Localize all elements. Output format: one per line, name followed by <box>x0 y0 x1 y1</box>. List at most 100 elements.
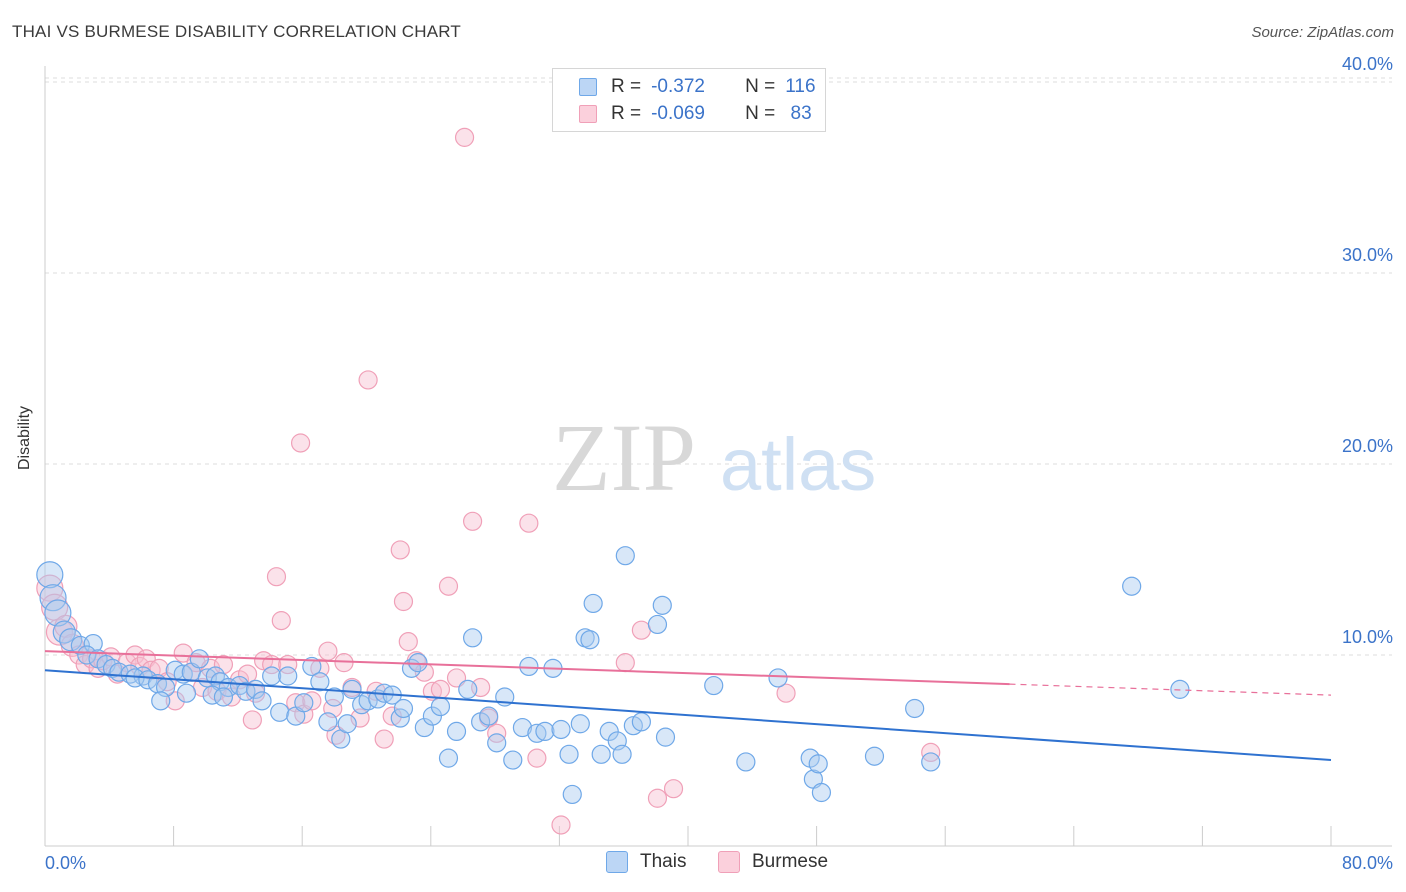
burmese-point <box>462 511 483 531</box>
thais-points <box>36 546 1190 805</box>
n-value: 116 <box>785 76 816 97</box>
thais-point <box>59 628 83 652</box>
thais-point <box>527 723 547 743</box>
n-label: N = <box>745 76 776 97</box>
burmese-point <box>318 641 338 661</box>
thais-point <box>591 744 611 764</box>
thais-point <box>294 693 314 713</box>
watermark-zip: ZIP <box>552 404 696 511</box>
legend-label-burmese: Burmese <box>752 851 829 872</box>
thais-point <box>342 679 362 699</box>
thais-point <box>213 687 234 707</box>
burmese-point <box>382 706 402 726</box>
burmese-point <box>165 691 185 711</box>
burmese-point <box>446 668 467 688</box>
thais-point <box>615 546 635 566</box>
burmese-point <box>776 683 796 703</box>
thais-point <box>262 666 282 686</box>
y-tick-label: 10.0% <box>1342 627 1393 647</box>
series-legend: Thais Burmese <box>0 851 1406 877</box>
y-tick-label: 40.0% <box>1342 54 1393 74</box>
burmese-point <box>430 679 451 699</box>
thais-point <box>138 670 158 690</box>
thais-point <box>39 584 67 612</box>
burmese-point <box>358 370 378 390</box>
burmese-point <box>438 576 459 596</box>
thais-point <box>236 681 256 701</box>
thais-point <box>647 614 668 635</box>
y-tick-label: 20.0% <box>1342 436 1393 456</box>
x-tick-label-min: 0.0% <box>45 853 86 873</box>
burmese-point <box>286 693 306 713</box>
grid-layer <box>45 77 1392 656</box>
n-label: N = <box>745 103 776 124</box>
burmese-point <box>374 729 394 749</box>
burmese-point <box>393 591 414 612</box>
burmese-points <box>36 127 941 835</box>
thais-point <box>921 752 941 772</box>
n-value: 83 <box>785 103 812 124</box>
thais-point <box>551 719 571 740</box>
burmese-point <box>310 658 330 678</box>
thais-point <box>487 733 507 753</box>
thais-point <box>811 782 832 803</box>
thais-point <box>278 666 298 686</box>
thais-point <box>393 698 414 719</box>
axis-layer: 10.0% 20.0% 30.0% 40.0% 0.0% 80.0% <box>44 54 1393 873</box>
thais-point <box>864 746 885 766</box>
thais-point <box>408 653 428 673</box>
watermark: ZIP atlas <box>552 404 876 511</box>
thais-point <box>414 717 434 738</box>
thais-point <box>176 683 197 703</box>
thais-point <box>458 679 478 699</box>
thais-point <box>479 706 499 726</box>
watermark-atlas: atlas <box>720 423 876 506</box>
thais-point <box>52 620 76 644</box>
burmese-point <box>663 779 684 799</box>
legend-item-thais[interactable]: Thais <box>606 851 686 873</box>
x-tick-label-max: 80.0% <box>1342 853 1393 873</box>
thais-point <box>768 668 788 688</box>
chart-title: THAI VS BURMESE DISABILITY CORRELATION C… <box>12 22 461 41</box>
thais-trend-line <box>44 669 1332 762</box>
burmese-point <box>242 710 262 730</box>
thais-point <box>808 754 828 774</box>
burmese-point <box>615 653 635 673</box>
thais-point <box>704 675 724 696</box>
thais-point <box>44 599 72 627</box>
source-label: Source: ZipAtlas.com <box>1251 24 1394 41</box>
burmese-point <box>290 433 311 453</box>
legend-label-thais: Thais <box>640 851 687 872</box>
thais-point <box>438 748 459 768</box>
r-value: -0.069 <box>651 103 705 124</box>
r-label: R = <box>611 103 642 124</box>
burmese-point <box>266 567 287 587</box>
thais-point <box>652 595 672 615</box>
thais-point <box>77 645 97 665</box>
burmese-point <box>454 127 475 147</box>
burmese-point <box>271 611 291 631</box>
stats-legend-row-thais: R = -0.372 N = 116 <box>579 75 816 99</box>
thais-point <box>612 744 632 764</box>
thais-legend-swatch <box>606 851 628 873</box>
thais-point <box>1122 576 1142 596</box>
y-tick-label: 30.0% <box>1342 245 1393 265</box>
burmese-point <box>422 681 443 701</box>
thais-point <box>519 656 539 677</box>
thais-point <box>512 717 533 738</box>
burmese-legend-swatch <box>718 851 740 873</box>
legend-item-burmese[interactable]: Burmese <box>718 851 828 873</box>
thais-point <box>430 696 451 717</box>
thais-point <box>252 691 272 711</box>
burmese-point <box>647 788 668 808</box>
thais-point <box>905 698 925 719</box>
thais-point <box>583 593 603 614</box>
burmese-point <box>398 632 418 652</box>
thais-point <box>462 628 483 648</box>
trend-lines <box>44 650 1332 762</box>
thais-point <box>562 784 582 805</box>
burmese-point <box>237 664 258 684</box>
burmese-point <box>527 748 547 768</box>
thais-point <box>173 664 193 684</box>
